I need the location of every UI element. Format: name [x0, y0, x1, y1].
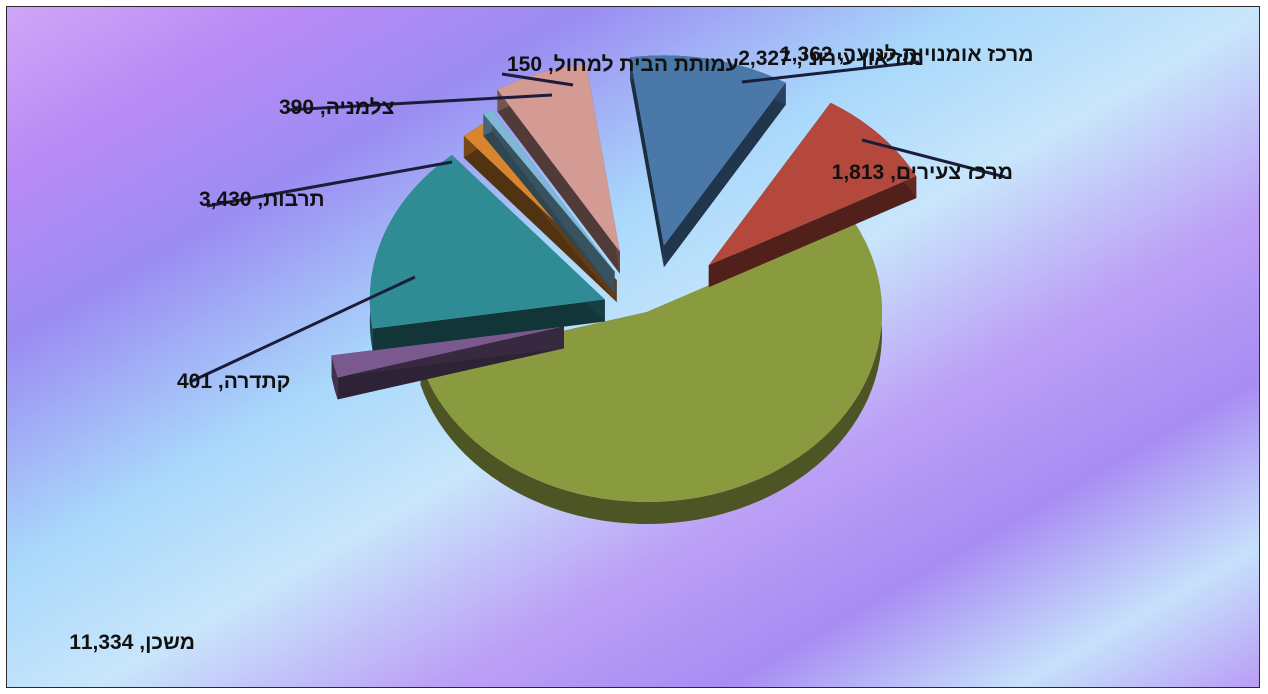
pie-slice-top — [630, 55, 786, 246]
pie-slice-3 — [369, 155, 605, 351]
pie-slice-wall — [463, 135, 617, 303]
data-label: מרכז אומנויות לנוער, 1,362 — [780, 43, 1033, 66]
leader-line — [206, 160, 453, 208]
pie-slice-wall — [663, 82, 786, 268]
leader-line — [861, 138, 1006, 179]
leader-line — [286, 93, 553, 112]
pie-slice-top — [483, 109, 615, 272]
pie-slice-top — [331, 326, 564, 378]
pie-slice-wall — [372, 299, 605, 351]
leader-line — [741, 60, 920, 84]
pie-slice-7 — [630, 55, 786, 268]
data-label: תרבות, 3,430 — [199, 188, 325, 211]
data-label: צלמניה, 390 — [279, 96, 395, 119]
pie-slice-top — [497, 63, 620, 252]
data-label: עמותת הבית למחול, 150 — [507, 53, 739, 76]
pie-slice-6 — [497, 63, 620, 274]
pie-slice-wall — [708, 176, 917, 288]
pie-chart: משכן, 11,334 קתדרה, 401 תרבות, 3,430 צלמניה… — [69, 43, 1033, 654]
pie-slice-5 — [483, 109, 615, 294]
leader-line — [501, 72, 574, 87]
pie-slice-top — [708, 102, 917, 266]
pie-slice-top — [420, 222, 882, 503]
data-label: קתדרה, 401 — [177, 370, 290, 393]
pie-slice-8 — [708, 102, 917, 288]
data-label: מרכז צעירים, 1,813 — [832, 161, 1013, 184]
data-label: מוזיאון עירוני, 2,327 — [738, 47, 924, 70]
pie-slice-2 — [331, 326, 564, 400]
pie-slice-top — [369, 155, 605, 329]
data-label: משכן, 11,334 — [69, 631, 195, 654]
chart-frame: משכן, 11,334 קתדרה, 401 תרבות, 3,430 צלמניה… — [6, 6, 1260, 688]
pie-slice-side — [331, 355, 338, 400]
leader-line — [189, 275, 416, 384]
pie-slice-wall — [497, 89, 620, 274]
pie-slice-wall — [630, 57, 664, 268]
